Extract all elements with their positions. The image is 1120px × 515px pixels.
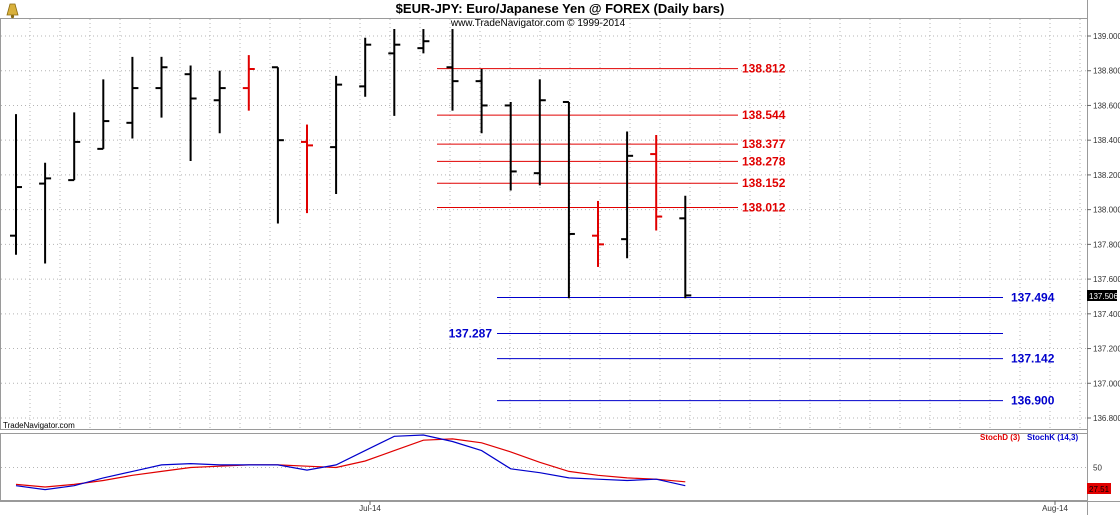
last-price-box [1087, 290, 1117, 301]
stoch-tick-label: 50 [1093, 464, 1102, 473]
resistance-label: 138.152 [742, 176, 786, 190]
legend-stochK: StochK (14,3) [1027, 433, 1078, 442]
price-tick-label: 137.600 [1093, 275, 1120, 284]
price-tick-label: 137.200 [1093, 345, 1120, 354]
price-tick-label: 138.400 [1093, 136, 1120, 145]
ohlc-bar [242, 55, 255, 111]
time-tick-label: Jul-14 [359, 504, 381, 513]
bell-logo-icon [6, 3, 19, 19]
support-label: 137.494 [1011, 290, 1055, 304]
price-tick-label: 137.400 [1093, 310, 1120, 319]
ohlc-bar [184, 65, 197, 162]
stochD-line [15, 438, 686, 488]
ohlc-bar [330, 75, 343, 195]
chart-title: $EUR-JPY: Euro/Japanese Yen @ FOREX (Dai… [396, 1, 725, 16]
ohlc-bar [388, 29, 401, 116]
support-label: 136.900 [1011, 394, 1055, 408]
price-tick-label: 138.000 [1093, 206, 1120, 215]
ohlc-bar [359, 37, 372, 97]
price-bars [10, 29, 692, 299]
ohlc-bar [68, 112, 81, 182]
stoch-pane-frame [0, 433, 1088, 501]
last-price-label: 137.506 [1089, 292, 1118, 301]
price-axis: 139.000 138.800 138.600 138.400 138.200 138.0… [1087, 32, 1120, 473]
resistance-label: 138.812 [742, 62, 786, 76]
price-levels: 138.812 138.544 138.377 138.278 138.152 138.0… [437, 62, 1055, 408]
price-tick-label: 137.000 [1093, 379, 1120, 388]
ohlc-bar [155, 56, 168, 118]
ohlc-bar [301, 124, 313, 214]
ohlc-bar [126, 56, 139, 139]
ohlc-bar [562, 100, 575, 299]
ohlc-bar [271, 66, 284, 224]
ohlc-bar [650, 134, 663, 231]
support-label: 137.287 [449, 326, 493, 340]
resistance-label: 138.278 [742, 154, 786, 168]
ohlc-bar [621, 131, 634, 259]
legend-stochD: StochD (3) [980, 433, 1020, 442]
ohlc-bar [592, 200, 604, 267]
support-label: 137.142 [1011, 352, 1055, 366]
copyright-text: www.TradeNavigator.com © 1999-2014 [450, 18, 626, 29]
ohlc-bar [446, 29, 459, 111]
ohlc-bar [533, 79, 546, 186]
ohlc-bar [504, 101, 517, 191]
ohlc-bar [39, 162, 52, 264]
price-tick-label: 136.800 [1093, 414, 1120, 423]
price-tick-label: 137.800 [1093, 240, 1120, 249]
price-tick-label: 138.200 [1093, 171, 1120, 180]
resistance-label: 138.377 [742, 137, 786, 151]
time-tick-label: Aug-14 [1042, 504, 1068, 513]
price-pane-frame [0, 18, 1088, 430]
watermark-text: TradeNavigator.com [3, 421, 75, 430]
price-tick-label: 139.000 [1093, 32, 1120, 41]
price-tick-label: 138.800 [1093, 67, 1120, 76]
stochK-line [15, 434, 686, 491]
ohlc-bar [475, 68, 488, 134]
resistance-label: 138.544 [742, 108, 786, 122]
resistance-label: 138.012 [742, 201, 786, 215]
ohlc-bar [417, 29, 430, 54]
time-axis: Jul-14 Aug-14 [359, 501, 1068, 513]
ohlc-bar [10, 114, 22, 255]
ohlc-bar [213, 70, 226, 134]
ohlc-bar [679, 195, 692, 299]
last-stoch-box [1087, 483, 1111, 494]
ohlc-bar [97, 79, 110, 150]
stochastic-lines [15, 434, 686, 491]
price-tick-label: 138.600 [1093, 101, 1120, 110]
last-stoch-label: 27.51 [1089, 485, 1110, 494]
